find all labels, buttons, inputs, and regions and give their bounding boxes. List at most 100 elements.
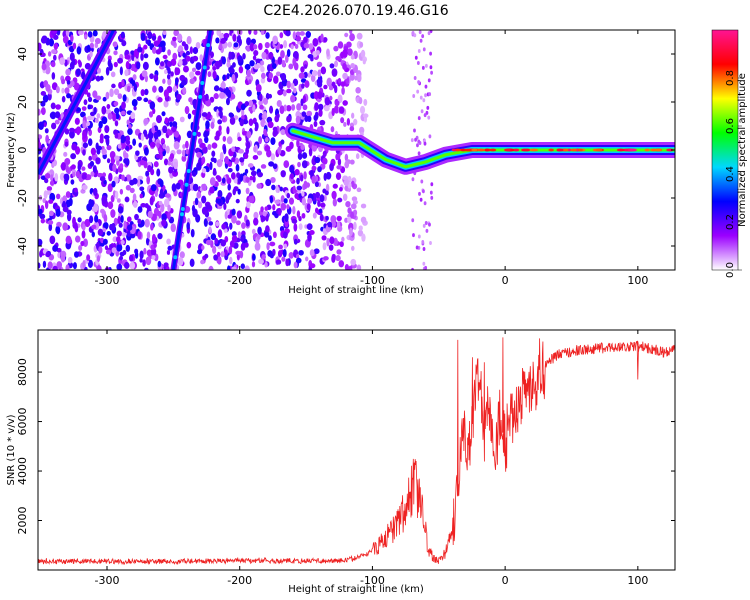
heat-cell — [166, 73, 171, 80]
heat-cell — [313, 248, 320, 255]
heat-cell — [93, 203, 99, 213]
heat-cell — [212, 167, 217, 175]
heat-cell — [92, 30, 98, 37]
heat-cell — [295, 254, 300, 259]
heat-cell — [428, 92, 432, 97]
heat-cell — [305, 256, 309, 262]
heat-cell — [303, 171, 307, 180]
heat-cell — [173, 30, 180, 37]
trace-hotspot — [548, 148, 554, 152]
heat-cell — [114, 107, 120, 114]
heat-cell — [113, 88, 120, 96]
heat-cell — [144, 218, 150, 228]
heat-cell — [331, 68, 338, 77]
heat-cell — [276, 113, 280, 119]
heat-cell — [426, 105, 430, 110]
heat-cell — [84, 266, 88, 270]
heat-cell — [258, 112, 264, 121]
heat-cell — [339, 186, 343, 192]
heat-cell — [143, 160, 148, 169]
heat-cell — [52, 245, 59, 252]
heat-cell — [108, 62, 113, 71]
heat-cell — [92, 90, 98, 98]
heat-cell — [348, 265, 353, 270]
heat-cell — [264, 206, 269, 211]
heat-cell — [117, 57, 124, 64]
heat-cell — [261, 254, 267, 260]
heat-cell — [199, 142, 206, 149]
heat-cell — [216, 159, 223, 168]
heat-cell — [163, 89, 169, 98]
heat-cell — [314, 102, 319, 111]
heat-cell — [225, 195, 230, 204]
heat-cell — [245, 187, 250, 195]
heat-cell — [90, 171, 95, 177]
heat-cell — [47, 92, 52, 101]
heat-cell — [329, 162, 334, 172]
heat-cell — [244, 63, 251, 70]
heat-cell — [195, 70, 201, 76]
heat-cell — [51, 122, 57, 130]
heat-cell — [242, 130, 248, 136]
heat-cell — [156, 142, 160, 149]
heat-cell — [283, 198, 288, 204]
heat-cell — [319, 194, 325, 203]
heat-cell — [78, 60, 82, 68]
colorbar-gradient — [712, 30, 738, 270]
heat-cell — [133, 83, 138, 92]
heat-cell — [210, 157, 216, 163]
heat-cell — [356, 73, 362, 83]
heat-cell — [300, 66, 305, 73]
heat-cell — [268, 51, 274, 60]
heat-cell — [96, 67, 102, 74]
heat-cell — [228, 112, 234, 118]
heat-cell — [167, 245, 173, 251]
heat-cell — [309, 263, 316, 269]
heat-cell — [295, 31, 301, 37]
heat-cell — [136, 178, 141, 187]
heat-cell — [220, 239, 227, 247]
heat-cell — [173, 161, 178, 170]
heat-cell — [77, 163, 82, 172]
heat-cell — [272, 126, 278, 132]
heat-cell — [158, 200, 163, 206]
heat-cell — [227, 89, 232, 99]
heat-cell — [188, 97, 193, 103]
heat-cell — [123, 220, 127, 230]
heat-cell — [171, 183, 177, 192]
heat-cell — [151, 255, 156, 260]
heat-cell — [419, 38, 423, 43]
heat-cell — [413, 33, 417, 38]
heat-cell — [275, 259, 282, 265]
heat-cell — [286, 80, 291, 89]
heat-cell — [93, 106, 97, 115]
heat-cell — [343, 121, 347, 127]
heat-cell — [303, 64, 308, 69]
heat-cell — [213, 254, 219, 261]
heat-cell — [167, 160, 171, 166]
heat-cell — [428, 222, 431, 227]
heat-cell — [74, 187, 78, 193]
heat-cell — [344, 32, 349, 38]
heat-cell — [249, 60, 255, 67]
heat-cell — [114, 155, 120, 161]
heat-cell — [44, 178, 49, 184]
heat-cell — [87, 96, 93, 103]
chart-title: C2E4.2026.070.19.46.G16 — [263, 3, 448, 19]
heat-cell — [75, 107, 81, 112]
heat-cell — [253, 211, 259, 220]
heat-cell — [311, 175, 316, 184]
heat-cell — [177, 257, 184, 266]
heat-cell — [277, 146, 282, 155]
heat-cell — [45, 83, 51, 92]
heat-cell — [144, 267, 149, 270]
heat-cell — [307, 54, 314, 59]
heat-cell — [38, 141, 42, 148]
heat-cell — [248, 30, 252, 35]
heat-cell — [350, 54, 355, 60]
heat-cell — [62, 35, 69, 44]
heat-cell — [106, 231, 111, 236]
heat-cell — [197, 249, 203, 255]
snr-line — [38, 337, 675, 566]
heat-cell — [117, 206, 124, 214]
